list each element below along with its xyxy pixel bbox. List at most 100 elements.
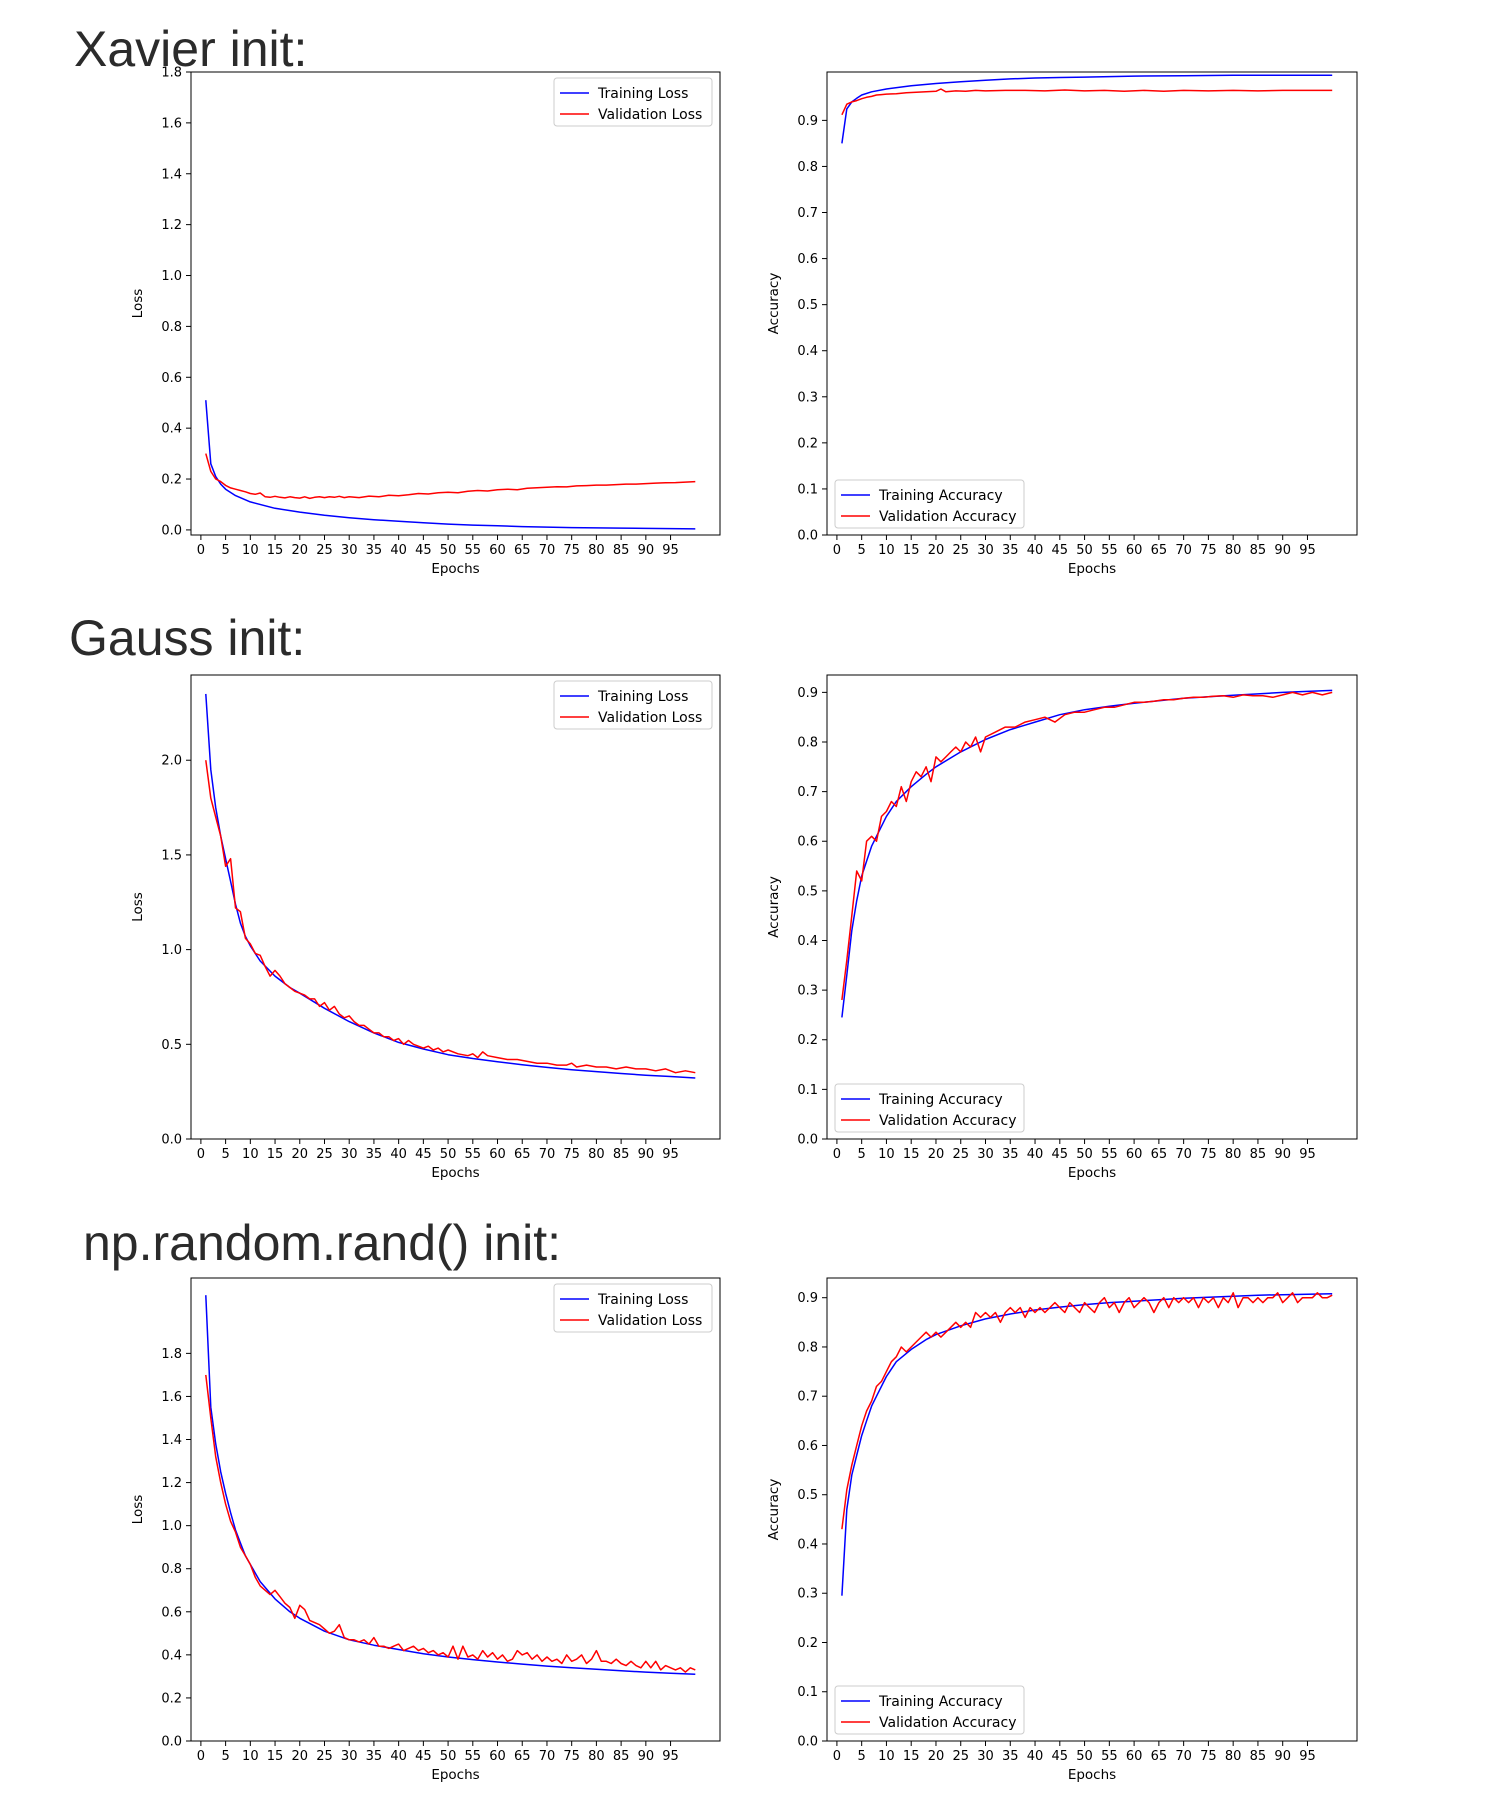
y-tick-label: 0.7 (797, 1390, 818, 1405)
x-tick-label: 5 (858, 543, 866, 558)
x-tick-label: 55 (465, 1147, 482, 1162)
x-tick-label: 80 (588, 543, 605, 558)
x-tick-label: 30 (977, 1749, 994, 1764)
x-tick-label: 65 (514, 1147, 531, 1162)
legend-label: Training Loss (597, 1292, 688, 1308)
x-tick-label: 5 (221, 1147, 229, 1162)
y-tick-label: 1.8 (161, 1347, 182, 1362)
y-tick-label: 0.1 (797, 1685, 818, 1700)
y-tick-label: 0.8 (797, 735, 818, 750)
y-tick-label: 2.0 (161, 754, 182, 769)
x-tick-label: 0 (833, 1749, 841, 1764)
x-tick-label: 90 (1274, 1147, 1291, 1162)
x-tick-label: 75 (563, 1147, 580, 1162)
x-tick-label: 20 (928, 543, 945, 558)
x-tick-label: 80 (588, 1749, 605, 1764)
y-tick-label: 0.6 (797, 1439, 818, 1454)
chart-1: 0 5 10 15 20 25 30 35 40 45 50 55 60 65 70 75 80 85 90 95 0.… (766, 71, 1358, 577)
x-tick-label: 10 (878, 543, 895, 558)
legend-box (553, 1283, 713, 1333)
legend-label: Validation Loss (598, 107, 702, 123)
y-tick-label: 0.5 (161, 1038, 182, 1053)
plot-frame (826, 674, 1358, 1140)
series-line-validation (841, 88, 1333, 116)
x-tick-label: 80 (1225, 1749, 1242, 1764)
x-tick-label: 40 (390, 1147, 407, 1162)
y-tick-label: 0.8 (797, 1340, 818, 1355)
x-tick-label: 75 (1200, 1147, 1217, 1162)
x-tick-label: 95 (662, 1749, 679, 1764)
y-axis-label: Accuracy (766, 876, 782, 938)
legend-box (553, 77, 713, 127)
x-tick-label: 30 (341, 543, 358, 558)
y-tick-label: 0.7 (797, 785, 818, 800)
x-tick-label: 15 (267, 543, 284, 558)
y-tick-label: 0.9 (797, 114, 818, 129)
y-tick-label: 1.0 (161, 269, 182, 284)
y-tick-label: 0.5 (797, 1488, 818, 1503)
x-tick-label: 45 (1052, 1749, 1069, 1764)
x-axis-label: Epochs (431, 1767, 479, 1783)
x-tick-label: 25 (952, 1147, 969, 1162)
y-tick-label: 0.3 (797, 1587, 818, 1602)
plot-frame (190, 1277, 721, 1742)
series-line-training (205, 693, 696, 1079)
y-tick-label: 1.4 (161, 1433, 182, 1448)
x-tick-label: 50 (1076, 1147, 1093, 1162)
x-tick-label: 40 (1027, 1147, 1044, 1162)
chart-5: 0 5 10 15 20 25 30 35 40 45 50 55 60 65 70 75 80 85 90 95 0.… (766, 1277, 1358, 1783)
x-tick-label: 55 (1101, 543, 1118, 558)
x-tick-label: 95 (662, 1147, 679, 1162)
legend-label: Training Loss (597, 689, 688, 705)
x-tick-label: 70 (1175, 1147, 1192, 1162)
y-tick-label: 0.6 (161, 1605, 182, 1620)
legend-box (834, 479, 1025, 529)
y-tick-label: 0.2 (797, 436, 818, 451)
x-tick-label: 35 (366, 543, 383, 558)
x-tick-label: 35 (366, 1147, 383, 1162)
x-tick-label: 80 (1225, 1147, 1242, 1162)
x-tick-label: 20 (291, 1749, 308, 1764)
x-tick-label: 95 (662, 543, 679, 558)
x-tick-label: 75 (1200, 543, 1217, 558)
series-line-validation (841, 691, 1333, 1001)
y-tick-label: 0.4 (161, 422, 182, 437)
x-tick-label: 50 (440, 1147, 457, 1162)
x-tick-label: 40 (390, 1749, 407, 1764)
y-tick-label: 1.8 (161, 66, 182, 81)
legend-label: Validation Accuracy (879, 1113, 1017, 1129)
x-tick-label: 5 (221, 543, 229, 558)
y-tick-label: 0.0 (161, 1735, 182, 1750)
y-tick-label: 1.4 (161, 167, 182, 182)
y-tick-label: 0.9 (797, 686, 818, 701)
x-tick-label: 65 (514, 1749, 531, 1764)
x-tick-label: 40 (1027, 1749, 1044, 1764)
y-tick-label: 0.1 (797, 482, 818, 497)
x-tick-label: 70 (1175, 543, 1192, 558)
x-axis-label: Epochs (431, 561, 479, 577)
x-tick-label: 25 (316, 1749, 333, 1764)
y-tick-label: 1.0 (161, 1519, 182, 1534)
x-tick-label: 15 (267, 1749, 284, 1764)
x-tick-label: 30 (977, 1147, 994, 1162)
x-tick-label: 55 (465, 543, 482, 558)
x-tick-label: 75 (563, 1749, 580, 1764)
x-tick-label: 55 (1101, 1749, 1118, 1764)
x-tick-label: 95 (1299, 1147, 1316, 1162)
x-tick-label: 85 (613, 543, 630, 558)
plot-frame (190, 71, 721, 536)
x-tick-label: 25 (316, 1147, 333, 1162)
series-line-validation (841, 1292, 1333, 1530)
x-tick-label: 30 (341, 1749, 358, 1764)
y-tick-label: 0.2 (161, 473, 182, 488)
x-tick-label: 5 (858, 1147, 866, 1162)
y-axis-label: Loss (130, 1495, 146, 1525)
y-tick-label: 1.0 (161, 943, 182, 958)
x-tick-label: 20 (291, 1147, 308, 1162)
x-axis-label: Epochs (431, 1165, 479, 1181)
x-tick-label: 45 (1052, 1147, 1069, 1162)
y-tick-label: 0.8 (161, 1562, 182, 1577)
chart-0: 0 5 10 15 20 25 30 35 40 45 50 55 60 65 70 75 80 85 90 95 0.… (130, 66, 721, 577)
x-tick-label: 85 (613, 1147, 630, 1162)
x-tick-label: 85 (1250, 1749, 1267, 1764)
